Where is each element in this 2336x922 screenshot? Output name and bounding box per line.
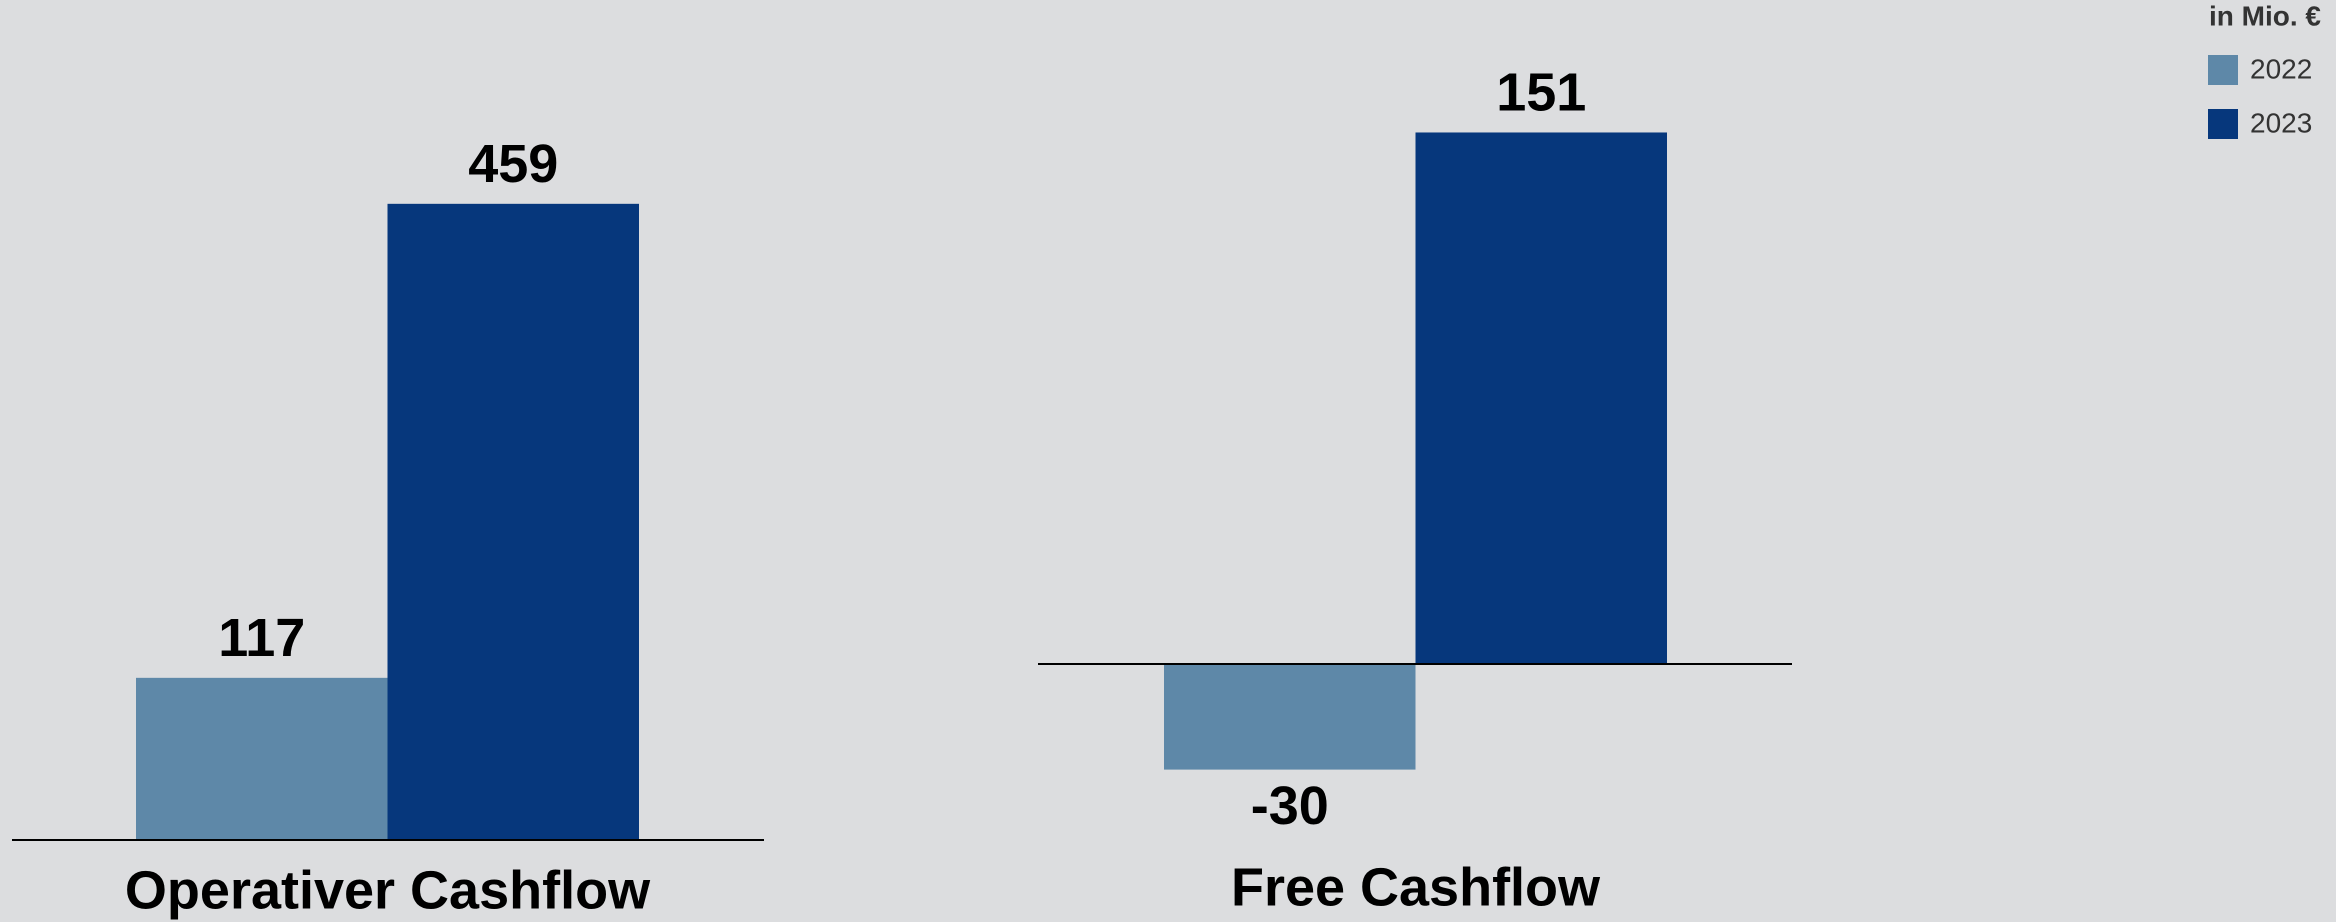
legend-title: in Mio. €: [2209, 0, 2321, 31]
value-label: 117: [218, 608, 305, 668]
legend-label: 2022: [2250, 53, 2312, 84]
value-label: 151: [1496, 63, 1586, 123]
bar: [1164, 664, 1416, 770]
legend-label: 2023: [2250, 107, 2312, 138]
bar: [136, 677, 388, 840]
bar: [1415, 132, 1667, 665]
legend-swatch: [2208, 109, 2238, 139]
bar: [387, 203, 639, 841]
value-label: 459: [468, 134, 558, 194]
category-label: Operativer Cashflow: [125, 860, 651, 920]
category-label: Free Cashflow: [1231, 857, 1601, 917]
legend-swatch: [2208, 55, 2238, 85]
value-label: -30: [1251, 776, 1329, 836]
